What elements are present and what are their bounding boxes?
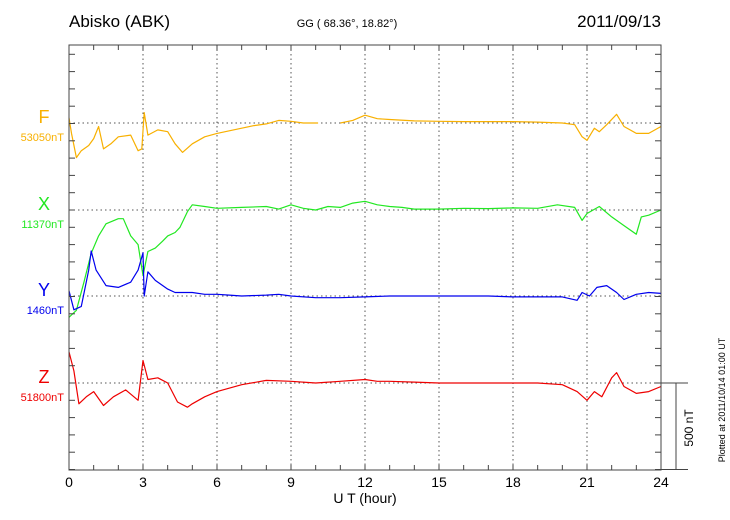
x-tick-label: 18 [505, 474, 521, 490]
series-labels: F 53050nT X 11370nT Y 1460nT Z 51800nT [21, 107, 65, 404]
plotted-at-footer: Plotted at 2011/10/14 01:00 UT [717, 337, 727, 462]
series-name-z: Z [39, 367, 50, 387]
series-baseline-x: 11370nT [21, 219, 64, 231]
x-tick-label: 3 [139, 474, 147, 490]
series-baseline-f: 53050nT [21, 132, 65, 144]
chart-date: 2011/09/13 [577, 12, 661, 31]
x-axis-label: U T (hour) [333, 490, 396, 506]
series-line-f [68, 112, 662, 159]
scale-label: 500 nT [682, 409, 696, 447]
series-baseline-y: 1460nT [27, 305, 65, 317]
axes: 0 3 6 9 12 15 18 21 24 [65, 44, 688, 490]
x-tick-label: 21 [579, 474, 595, 490]
series-line-y [68, 250, 662, 311]
series-baseline-z: 51800nT [21, 392, 65, 404]
x-tick-label: 9 [287, 474, 295, 490]
series-line-z [68, 351, 662, 408]
x-tick-label: 6 [213, 474, 221, 490]
x-tick-label: 0 [65, 474, 73, 490]
series-lines [68, 112, 662, 408]
series-line-x [68, 200, 662, 318]
x-tick-label: 15 [431, 474, 447, 490]
chart-title: Abisko (ABK) [69, 12, 170, 31]
grid [69, 45, 661, 470]
series-name-y: Y [38, 280, 50, 300]
x-tick-label: 24 [653, 474, 669, 490]
series-name-f: F [39, 107, 50, 127]
chart-subtitle: GG ( 68.36°, 18.82°) [297, 18, 398, 30]
x-tick-label: 12 [357, 474, 373, 490]
series-name-x: X [38, 194, 50, 214]
